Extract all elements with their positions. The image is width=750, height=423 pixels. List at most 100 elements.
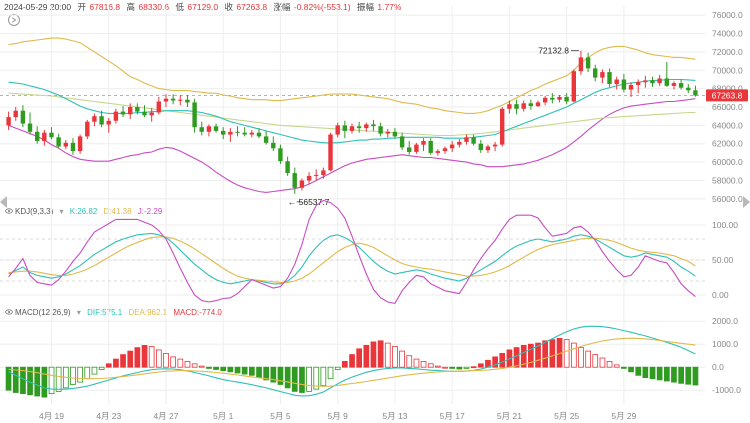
kdj-legend: KDJ(9,3,3) ▾ K:26.82 D:41.38 J:-2.29: [5, 207, 163, 216]
x-tick-label: 5月 13: [382, 411, 407, 421]
macd-histogram-bar: [134, 347, 141, 368]
macd-histogram-bar: [213, 366, 219, 370]
chevron-left-icon[interactable]: [0, 196, 7, 208]
candle: [20, 110, 26, 124]
header-info: 2024-05-29 20:00 开 67816.8 高 68330.6 低 6…: [4, 2, 402, 12]
candle: [92, 116, 97, 122]
x-tick-label: 5月 9: [328, 411, 349, 421]
eye-icon[interactable]: [5, 208, 13, 214]
macd-histogram-bar: [420, 360, 427, 368]
macd-histogram-bar: [384, 342, 391, 368]
candle: [535, 102, 541, 107]
macd-histogram-bar: [141, 344, 148, 368]
candle: [178, 99, 183, 101]
price-y-tick-label: 70000.0: [712, 65, 743, 75]
candle: [571, 71, 576, 102]
candle: [628, 85, 634, 90]
candle: [578, 57, 584, 72]
candle: [342, 125, 347, 131]
macd-histogram-bar: [241, 366, 248, 375]
candle: [471, 137, 476, 144]
chevron-right-icon[interactable]: [743, 196, 750, 208]
macd-histogram-bar: [442, 366, 448, 369]
bb-upper-line: [8, 37, 696, 114]
candle: [278, 148, 283, 162]
candle: [142, 111, 147, 116]
kdj-legend-j: J:-2.29: [138, 207, 163, 216]
candle: [285, 161, 290, 174]
macd-histogram-bar: [220, 366, 227, 372]
macd-histogram-bar: [127, 350, 134, 368]
macd-histogram-bar: [492, 356, 499, 368]
candle: [492, 144, 498, 147]
macd-legend-dea: DEA:962.1: [128, 308, 167, 317]
candle: [70, 142, 76, 152]
candle: [528, 103, 533, 107]
candle: [664, 78, 669, 86]
macd-histogram-bar: [191, 363, 198, 368]
kdj-y-tick-label: 0.00: [712, 290, 729, 300]
eye-icon[interactable]: [5, 309, 13, 315]
candle: [128, 107, 133, 115]
macd-histogram-bar: [227, 366, 234, 373]
candle: [77, 136, 83, 152]
candle: [428, 141, 433, 153]
candle: [593, 68, 598, 78]
macd-histogram-bar: [463, 366, 470, 369]
macd-histogram-bar: [320, 366, 327, 387]
macd-histogram-bar: [456, 366, 463, 370]
macd-histogram-bar: [671, 366, 677, 383]
close-value: 67263.8: [236, 2, 267, 12]
candle: [228, 131, 233, 135]
macd-histogram-bar: [406, 355, 413, 368]
price-y-tick-label: 76000.0: [712, 10, 743, 20]
macd-histogram-bar: [77, 366, 83, 383]
price-y-tick-label: 74000.0: [712, 29, 743, 39]
candle: [442, 148, 448, 152]
x-tick-label: 4月 19: [39, 411, 64, 421]
kdj-legend-name: KDJ(9,3,3): [15, 207, 54, 216]
macd-histogram-bar: [177, 358, 184, 368]
macd-histogram-bar: [163, 352, 169, 368]
current-price-label: 67263.8: [712, 90, 743, 100]
macd-histogram-bar: [363, 344, 370, 368]
macd-histogram-bar: [599, 357, 606, 368]
candle: [557, 96, 562, 100]
price-y-tick-label: 60000.0: [712, 157, 743, 167]
candle: [56, 137, 61, 147]
macd-legend: MACD(12,26,9) ▾ DIF:575.1 DEA:962.1 MACD…: [5, 308, 222, 317]
x-tick-label: 4月 23: [96, 411, 121, 421]
macd-histogram-bar: [399, 350, 405, 368]
candle: [256, 132, 262, 137]
macd-histogram-bar: [148, 346, 155, 368]
candle: [678, 83, 684, 88]
price-y-tick-label: 68000.0: [712, 84, 743, 94]
open-value: 67816.8: [89, 2, 120, 12]
macd-histogram-bar: [377, 340, 384, 368]
candle: [564, 96, 569, 102]
candle: [621, 79, 627, 90]
candle: [235, 131, 240, 133]
macd-histogram-bar: [621, 366, 627, 369]
bb-lower-line: [8, 98, 696, 193]
macd-histogram-bar: [55, 366, 62, 392]
x-tick-label: 5月 1: [213, 411, 234, 421]
change-label: 涨幅: [274, 2, 292, 12]
candle: [657, 78, 662, 84]
macd-histogram-bar: [685, 366, 692, 385]
candle: [13, 110, 18, 118]
macd-histogram-bar: [198, 365, 205, 368]
macd-histogram-bar: [270, 366, 277, 383]
candle: [192, 102, 197, 128]
price-y-tick-label: 72000.0: [712, 47, 743, 57]
candle: [421, 141, 426, 145]
x-tick-label: 5月 17: [440, 411, 465, 421]
candle: [371, 124, 376, 127]
candle: [399, 136, 405, 148]
kdj-legend-k: K:26.82: [70, 207, 98, 216]
candle: [671, 83, 677, 86]
gear-icon[interactable]: [8, 14, 20, 26]
candle: [321, 170, 326, 175]
